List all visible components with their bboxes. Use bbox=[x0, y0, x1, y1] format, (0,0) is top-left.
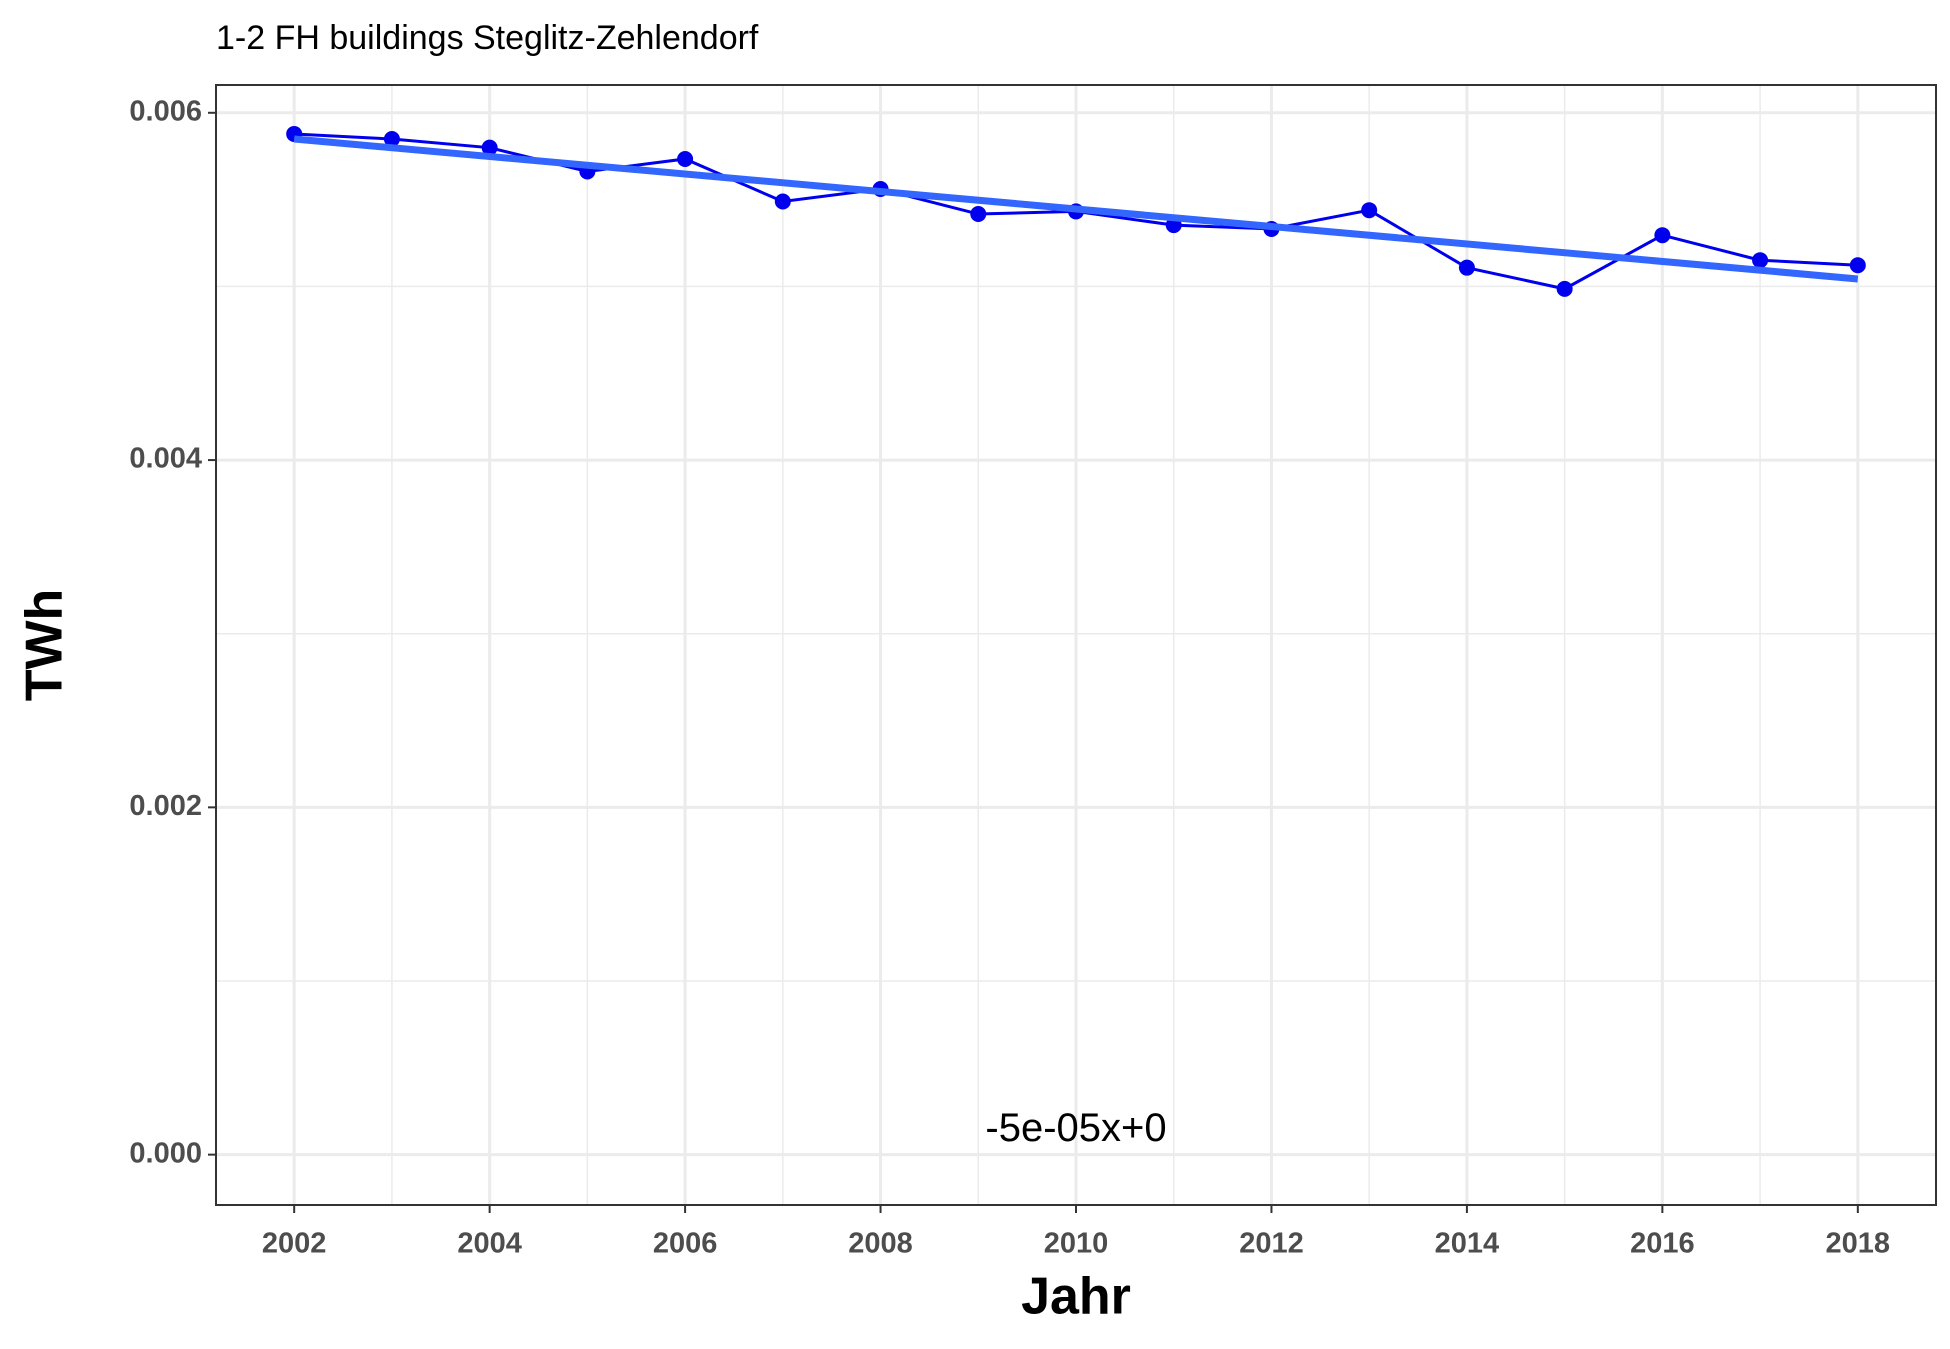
x-tick-label: 2010 bbox=[1044, 1228, 1109, 1260]
x-tick-label: 2002 bbox=[262, 1228, 327, 1260]
data-point bbox=[677, 150, 694, 167]
y-tick-label: 0.004 bbox=[129, 443, 202, 475]
data-point bbox=[481, 139, 498, 156]
x-axis-title: Jahr bbox=[1021, 1268, 1131, 1326]
x-tick-label: 2004 bbox=[457, 1228, 522, 1260]
x-tick-label: 2012 bbox=[1239, 1228, 1304, 1260]
data-point bbox=[1849, 257, 1866, 274]
y-tick-label: 0.000 bbox=[129, 1137, 202, 1169]
y-tick-label: 0.006 bbox=[129, 95, 202, 127]
data-point bbox=[1361, 202, 1378, 219]
trend-line bbox=[293, 135, 1859, 283]
annotation: -5e-05x+0 bbox=[985, 1106, 1166, 1150]
chart-title: 1-2 FH buildings Steglitz-Zehlendorf bbox=[216, 19, 759, 57]
data-point bbox=[1556, 280, 1573, 297]
x-tick-label: 2016 bbox=[1630, 1228, 1695, 1260]
x-tick-label: 2008 bbox=[848, 1228, 913, 1260]
data-point bbox=[1654, 227, 1671, 244]
y-axis-title: TWh bbox=[16, 589, 74, 702]
data-point bbox=[1752, 252, 1769, 269]
x-tick-label: 2018 bbox=[1826, 1228, 1891, 1260]
plot-border bbox=[215, 84, 1937, 1206]
data-point bbox=[1458, 259, 1475, 276]
data-point bbox=[970, 206, 987, 223]
data-point bbox=[383, 131, 400, 148]
x-tick-label: 2006 bbox=[653, 1228, 718, 1260]
y-tick-label: 0.002 bbox=[129, 790, 202, 822]
x-tick-label: 2014 bbox=[1435, 1228, 1500, 1260]
data-point bbox=[774, 193, 791, 210]
